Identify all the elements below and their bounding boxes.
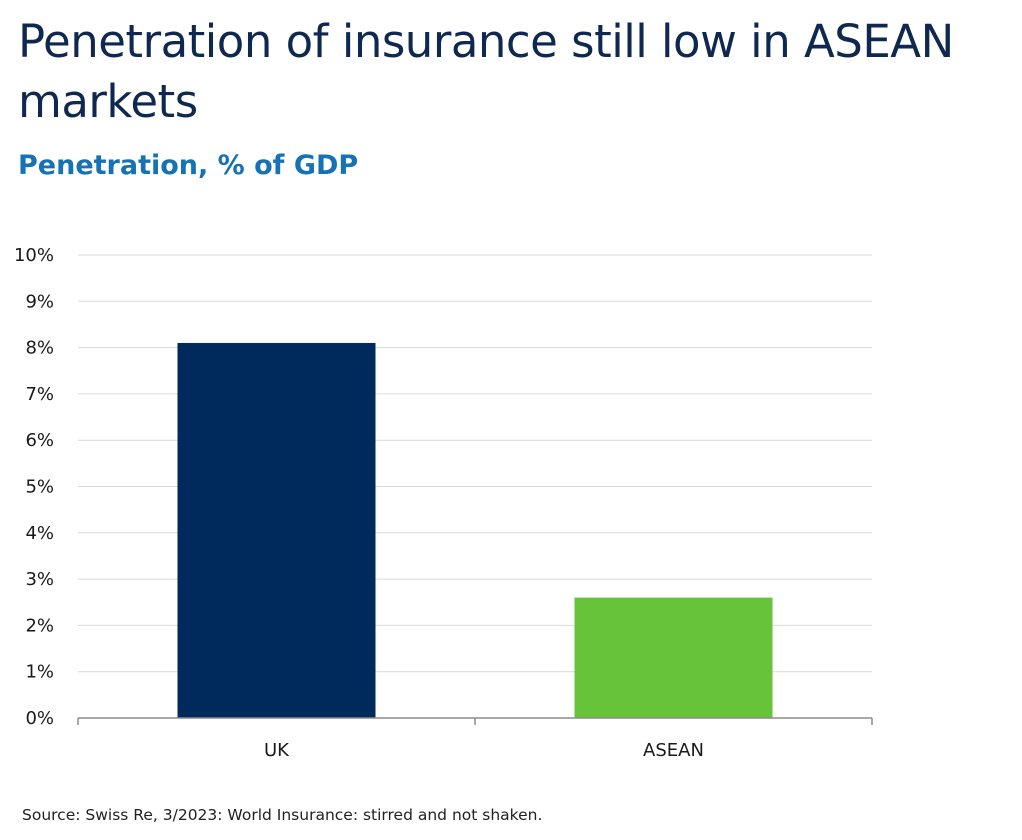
chart-title: Penetration of insurance still low in AS… [18,15,954,128]
y-tick-label: 2% [25,615,54,636]
y-tick-label: 8% [25,338,54,359]
x-tick-label-uk: UK [264,740,290,761]
y-tick-label: 7% [25,384,54,405]
source-note: Source: Swiss Re, 3/2023: World Insuranc… [22,806,543,824]
x-axis [77,717,873,725]
y-tick-label: 9% [25,291,54,312]
bar-uk [177,342,376,718]
y-tick-label: 6% [25,430,54,451]
y-tick-label: 10% [14,245,54,266]
y-tick-label: 4% [25,523,54,544]
y-tick-label: 0% [25,708,54,729]
bars [177,342,773,718]
x-tick-label-asean: ASEAN [643,740,704,761]
chart-subtitle: Penetration, % of GDP [18,150,359,181]
y-tick-label: 3% [25,569,54,590]
y-tick-label: 5% [25,477,54,498]
x-axis-tick-labels: UK ASEAN [264,740,704,761]
bar-asean [574,597,773,718]
y-axis-tick-labels: 0% 1% 2% 3% 4% 5% 6% 7% 8% 9% 10% [14,245,54,729]
y-tick-label: 1% [25,662,54,683]
